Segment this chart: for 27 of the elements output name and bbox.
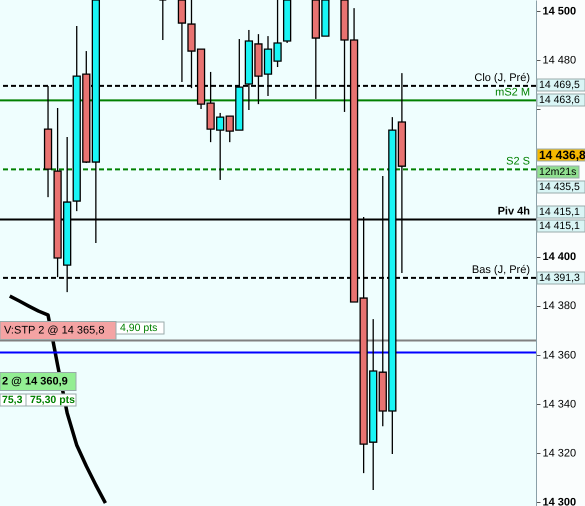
y-tick-label: 14 340 (542, 398, 576, 410)
candlestick (178, 0, 186, 83)
annotation: 4,90 pts (120, 322, 158, 334)
text: 14 463,6 (539, 94, 580, 106)
y-tick-label: 14 300 (542, 496, 576, 506)
text: 12m21s (539, 166, 576, 178)
ref-line-label: V:STP 2 @ 14 365,8 (4, 324, 104, 337)
text: 14 391,3 (539, 272, 580, 284)
ref-line-label: S2 S (506, 155, 530, 168)
ref-line-label: 2 @ 14 360,9 (2, 376, 68, 388)
ref-line-label: Bas (J, Pré) (472, 264, 530, 276)
ref-line-label: Clo (J, Pré) (474, 72, 530, 84)
y-tick-label: 14 360 (542, 349, 576, 362)
y-tick-label: 14 480 (542, 54, 576, 67)
y-tick-label: 14 380 (542, 300, 576, 312)
text: 14 415,1 (539, 206, 580, 218)
ref-line-label: mS2 M (495, 86, 530, 98)
annotation: 75,3 (2, 394, 23, 406)
y-tick-label: 14 320 (542, 447, 576, 460)
ref-line-label: Piv 4h (498, 205, 530, 218)
annotation: 75,30 pts (30, 394, 76, 406)
text: 14 435,5 (539, 181, 580, 193)
y-tick-label: 14 400 (542, 251, 576, 264)
y-tick-label: 14 500 (542, 6, 576, 18)
candlestick (158, 0, 167, 41)
text: 14 469,5 (539, 79, 580, 91)
text: 14 415,1 (539, 220, 580, 232)
